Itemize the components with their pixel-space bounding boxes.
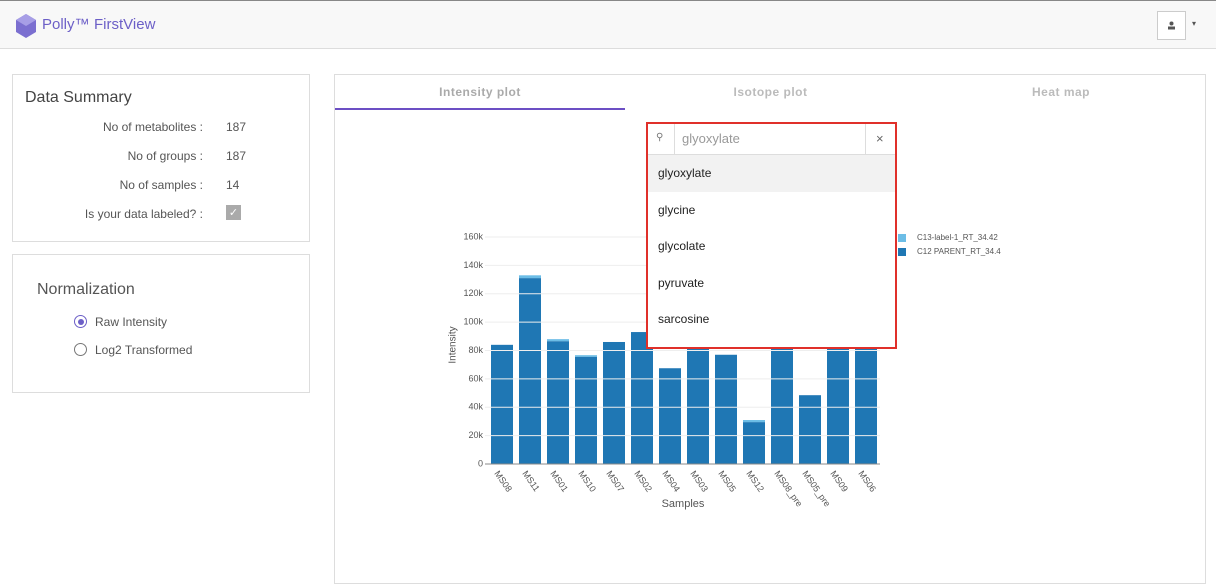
normalization-panel: Normalization Raw Intensity Log2 Transfor… [12,254,310,393]
bar-segment [575,355,597,357]
logo [16,14,36,38]
y-tick-label: 60k [468,373,483,383]
panel-title: Normalization [37,281,135,298]
y-tick-label: 0 [478,458,483,468]
search-result[interactable]: glyoxylate [648,155,895,192]
bar-segment [799,395,821,464]
panel-title: Data Summary [25,89,132,106]
radio-dot [77,318,84,325]
legend-swatch [898,234,906,242]
search-input[interactable]: glyoxylate [674,124,866,154]
search-row: ⚲ glyoxylate × [648,124,895,155]
summary-value: 187 [226,120,247,134]
x-tick-label: MS07 [604,469,626,494]
x-tick-label: MS08_pre [772,469,804,509]
bar-segment [855,341,877,464]
tab[interactable]: Heat map [1031,85,1091,99]
x-tick-label: MS03 [688,469,710,494]
bar-segment [547,339,569,342]
bar-segment [771,339,793,464]
y-tick-label: 80k [468,345,483,355]
x-tick-label: MS11 [520,469,541,493]
bar-segment [743,420,765,423]
x-tick-label: MS10 [576,469,598,494]
brand[interactable]: Polly™ [42,16,90,33]
tab[interactable]: Intensity plot [335,75,625,110]
x-tick-label: MS01 [548,469,570,494]
bar-segment [715,354,737,464]
legend-label: C13-label-1_RT_34.42 [917,233,998,242]
bar-segment [743,422,765,464]
summary-value: 14 [226,178,240,192]
radio[interactable] [74,343,87,356]
summary-label: No of samples : [119,178,203,192]
y-tick-label: 40k [468,402,483,412]
y-axis-label: Intensity [448,326,459,363]
header: Polly™ FirstView ▾ [0,0,1216,49]
product[interactable]: FirstView [94,16,156,33]
bar-segment [519,275,541,279]
bar-segment [603,341,625,464]
bar-segment [519,278,541,464]
search-result[interactable]: glycolate [658,239,706,254]
search-result[interactable]: pyruvate [658,275,705,290]
summary-value: 187 [226,149,247,163]
search-dropdown: ⚲ glyoxylate × glyoxylate glycine glycolat… [646,122,897,349]
x-tick-label: MS05_pre [800,469,832,509]
summary-label: No of metabolites : [102,120,203,134]
bar-segment [659,368,681,464]
x-axis-label: Samples [662,498,705,510]
y-tick-label: 120k [463,288,483,298]
bar-segment [687,343,709,464]
x-tick-label: MS05 [716,469,738,494]
search-result[interactable]: sarcosine [658,312,710,327]
bar-segment [631,332,653,464]
bar-segment [547,341,569,464]
x-tick-label: MS12 [744,469,766,494]
radio-label[interactable]: Raw Intensity [95,315,168,329]
radio-label[interactable]: Log2 Transformed [95,343,193,357]
radio[interactable] [74,315,87,328]
x-tick-label: MS09 [828,469,850,494]
search-result[interactable]: glycine [658,202,696,217]
x-tick-label: MS08 [492,469,514,494]
x-tick-label: MS04 [660,469,682,494]
y-tick-label: 160k [463,231,483,241]
legend-label: C12 PARENT_RT_34.4 [917,247,1001,256]
labeled-checkbox[interactable]: ✓ [226,205,241,220]
dropdown-caret[interactable]: ▾ [1192,19,1197,28]
legend-swatch [898,248,906,256]
bar-segment [575,356,597,464]
summary-label: No of groups : [127,149,203,163]
search-icon: ⚲ [656,132,664,143]
tab[interactable]: Isotope plot [733,85,808,99]
y-tick-label: 100k [463,317,483,327]
bar-segment [827,336,849,464]
data-summary-panel: Data Summary No of metabolites : 187 No of… [12,74,310,242]
y-tick-label: 140k [463,260,483,270]
x-tick-label: MS06 [856,469,878,494]
clear-button[interactable]: × [876,131,884,146]
x-tick-label: MS02 [632,469,654,494]
y-tick-label: 20k [468,430,483,440]
summary-label: Is your data labeled? : [84,207,203,221]
user-button[interactable] [1157,11,1186,40]
bar-segment [491,344,513,464]
